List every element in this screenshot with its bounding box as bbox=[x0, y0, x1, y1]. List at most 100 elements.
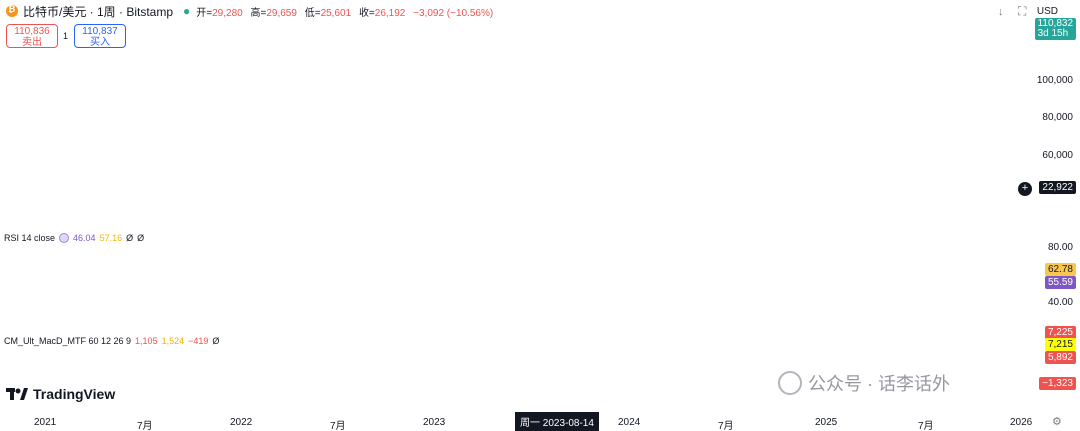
macd-histogram-bar bbox=[4, 380, 16, 381]
price-tick-80000: 80,000 bbox=[1042, 112, 1073, 123]
macd-histogram-bar bbox=[375, 380, 388, 386]
symbol-header: 比特币/美元 · 1周 · Bitstamp ● 开=29,280 高=29,6… bbox=[0, 0, 1000, 22]
crosshair-date-tag: 周一 2023-08-14 bbox=[515, 412, 599, 431]
macd-tag-3: 5,892 bbox=[1044, 351, 1076, 364]
tradingview-icon bbox=[6, 388, 28, 400]
macd-histogram-bar bbox=[493, 378, 506, 380]
candle-body bbox=[88, 174, 101, 180]
x-label-2022-jul: 7月 bbox=[330, 421, 346, 431]
ohlc-values: 开=29,280 高=29,659 低=25,601 收=26,192 −3,0… bbox=[196, 4, 493, 19]
rsi-ma-tag: 62.78 bbox=[1044, 263, 1076, 276]
rsi-value: 46.04 bbox=[73, 233, 96, 243]
horizontal-trendline[interactable] bbox=[0, 227, 1036, 231]
candle-body bbox=[712, 111, 725, 117]
sell-label: 卖出 bbox=[22, 37, 42, 48]
settings-gear-icon[interactable]: ⚙ bbox=[1052, 416, 1062, 428]
macd-label: CM_Ult_MacD_MTF 60 12 26 9 bbox=[4, 336, 132, 346]
low-value: 25,601 bbox=[320, 7, 352, 19]
macd-histogram-bar bbox=[746, 380, 759, 384]
candle-body bbox=[510, 189, 523, 193]
bar-countdown: 3d 15h bbox=[1037, 28, 1069, 39]
macd-tag-2: 7,215 bbox=[1044, 338, 1076, 351]
rsi-series bbox=[9, 243, 956, 314]
x-label-2025-jul: 7月 bbox=[918, 421, 934, 431]
macd-histogram-bar bbox=[392, 380, 405, 381]
fullscreen-icon[interactable]: ⛶ bbox=[1018, 4, 1027, 18]
candle-body bbox=[240, 156, 253, 162]
macd-histogram-bar bbox=[476, 380, 489, 381]
currency-label[interactable]: USD bbox=[1036, 6, 1058, 17]
rsi-label: RSI 14 close bbox=[4, 233, 56, 243]
support-trendline[interactable] bbox=[565, 55, 1036, 184]
x-label-2024: 2024 bbox=[618, 417, 641, 428]
candle-body bbox=[459, 193, 472, 195]
candle-body bbox=[375, 212, 388, 221]
eye-icon[interactable] bbox=[59, 233, 70, 243]
candle-body bbox=[830, 26, 843, 68]
candle-body bbox=[358, 212, 371, 215]
long-resistance-trendline[interactable] bbox=[209, 33, 1036, 103]
macd-histogram-bar bbox=[695, 380, 708, 399]
x-label-2023: 2023 bbox=[423, 417, 446, 428]
candle-body bbox=[560, 180, 573, 198]
candle-series bbox=[4, 0, 961, 224]
x-label-2021: 2021 bbox=[34, 417, 57, 428]
tradingview-text: TradingView bbox=[33, 386, 116, 402]
candle-body bbox=[189, 129, 202, 155]
symbol-title[interactable]: 比特币/美元 · 1周 · Bitstamp bbox=[23, 4, 174, 19]
candle-body bbox=[290, 188, 303, 214]
rsi-tick-40: 40.00 bbox=[1047, 297, 1073, 308]
macd-histogram-bar bbox=[240, 380, 253, 383]
add-alert-icon[interactable]: + bbox=[1018, 182, 1032, 196]
macd-histogram-bar bbox=[544, 380, 556, 385]
x-label-2022: 2022 bbox=[230, 417, 253, 428]
high-value: 29,659 bbox=[266, 7, 297, 19]
rsi-extra2: Ø bbox=[137, 233, 145, 243]
candle-body bbox=[442, 194, 455, 206]
sell-button[interactable]: 110,836 卖出 bbox=[6, 24, 58, 48]
candle-body bbox=[746, 114, 759, 125]
open-label: 开= bbox=[196, 7, 213, 19]
rsi-tag: 55.59 bbox=[1044, 276, 1076, 289]
macd-histogram-bar bbox=[729, 380, 742, 394]
price-tick-60000: 60,000 bbox=[1042, 150, 1073, 161]
wechat-icon bbox=[778, 371, 802, 395]
macd-histogram-bar bbox=[223, 380, 236, 391]
candle-body bbox=[71, 129, 84, 175]
spread-value: 1 bbox=[63, 31, 69, 41]
candle-body bbox=[392, 220, 405, 222]
candle-body bbox=[881, 21, 894, 44]
candle-body bbox=[139, 152, 151, 162]
rsi-legend[interactable]: RSI 14 close 46.04 57.16 Ø Ø bbox=[4, 233, 144, 243]
macd-v4: Ø bbox=[212, 336, 220, 346]
macd-histogram-bar bbox=[560, 366, 573, 380]
price-tick-100000: 100,000 bbox=[1036, 75, 1073, 86]
falling-channel-drawing[interactable] bbox=[211, 109, 421, 229]
macd-tag-4: −1,323 bbox=[1039, 377, 1076, 390]
rising-channel-drawing[interactable] bbox=[121, 101, 211, 193]
download-icon[interactable]: ↓ bbox=[998, 6, 1004, 18]
sell-price: 110,836 bbox=[14, 26, 50, 37]
macd-histogram-bar bbox=[290, 380, 303, 396]
macd-histogram-bar bbox=[20, 380, 33, 383]
candle-body bbox=[763, 99, 776, 115]
macd-histogram-bar bbox=[105, 380, 118, 382]
tradingview-logo[interactable]: TradingView bbox=[6, 386, 115, 402]
trendline-top-left[interactable] bbox=[96, 101, 211, 111]
x-label-2024-jul: 7月 bbox=[718, 421, 734, 431]
crosshair-price-tag: 22,922 bbox=[1039, 181, 1076, 194]
candle-body bbox=[729, 111, 742, 125]
macd-legend[interactable]: CM_Ult_MacD_MTF 60 12 26 9 1,105 1,524 −… bbox=[4, 336, 219, 346]
macd-histogram-bar bbox=[274, 380, 286, 390]
macd-tag-1: 7,225 bbox=[1044, 326, 1076, 339]
candle-body bbox=[307, 206, 320, 214]
change-value: −3,092 (−10.56%) bbox=[413, 7, 494, 19]
watermark-text: 公众号 · 话李话外 bbox=[808, 374, 950, 394]
buy-button[interactable]: 110,837 买入 bbox=[74, 24, 126, 48]
candle-body bbox=[662, 97, 675, 116]
candle-body bbox=[206, 154, 219, 173]
low-label: 低= bbox=[304, 7, 321, 19]
macd-histogram-bar bbox=[172, 375, 185, 380]
open-value: 29,280 bbox=[212, 7, 243, 19]
